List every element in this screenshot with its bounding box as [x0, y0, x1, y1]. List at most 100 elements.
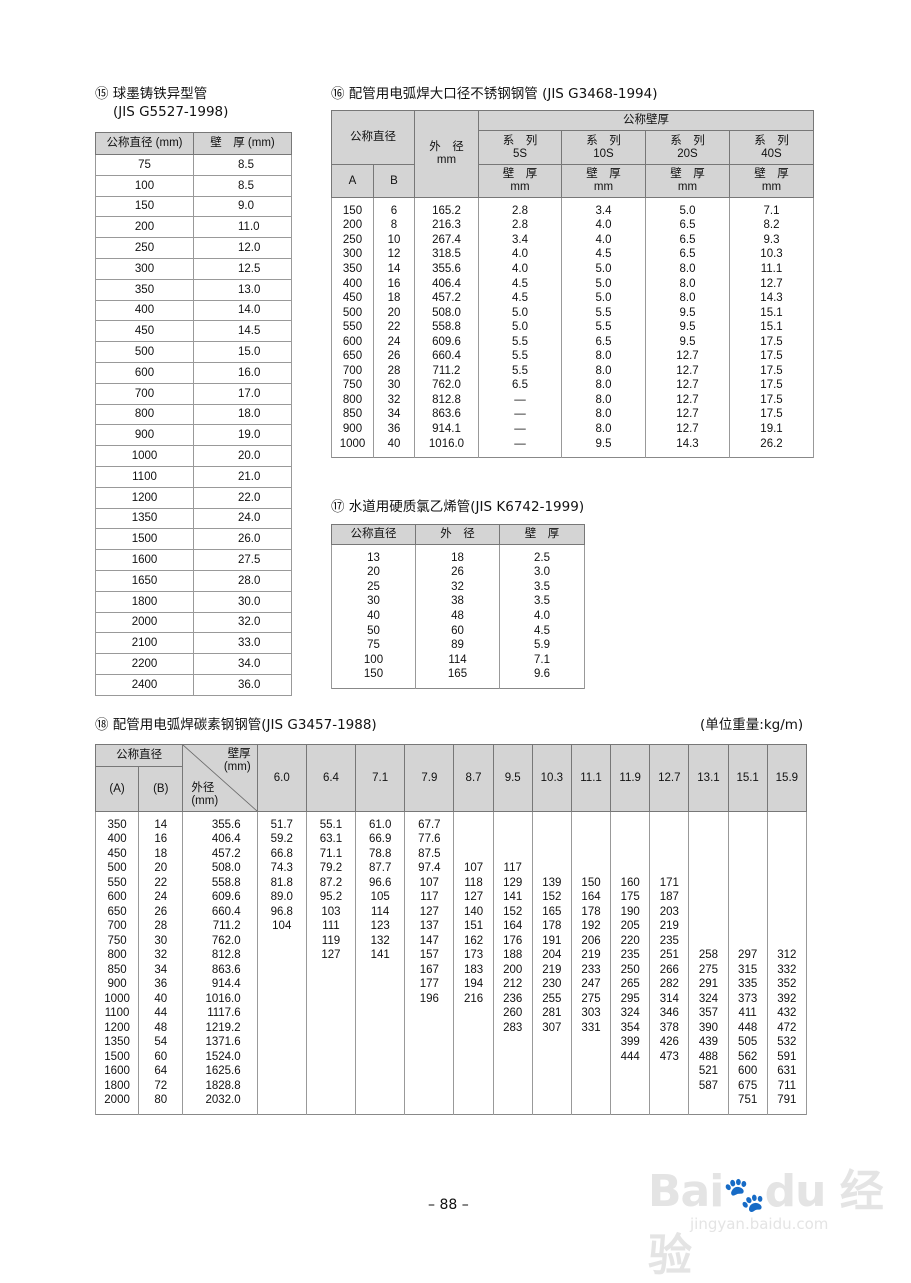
od-cell: 1371.6	[182, 1035, 258, 1050]
weight-cell	[766, 832, 808, 847]
10s-cell: 4.0	[561, 218, 646, 234]
od-cell: 609.6	[182, 890, 258, 905]
weight-cell: 204	[531, 948, 572, 963]
wall-cell: 24.0	[193, 507, 292, 530]
table-row: 1800 30.0	[95, 590, 292, 613]
a-cell: 1100	[94, 1006, 140, 1021]
wall-label: 壁 厚	[754, 168, 789, 180]
table-row: 850 34 863.6 167 183 200 219 233 250 266 275 315 332	[94, 963, 808, 978]
dia-cell: 20	[331, 565, 416, 581]
wall-cell: 28.0	[193, 569, 292, 592]
b-cell: 24	[373, 334, 415, 350]
dia-cell: 30	[331, 594, 416, 610]
40s-cell: 17.5	[729, 364, 814, 379]
od-cell: 267.4	[414, 233, 479, 248]
wall-unit: mm	[677, 181, 698, 193]
od-cell: 318.5	[414, 247, 479, 263]
weight-cell: 173	[453, 948, 494, 963]
series-name: 5S	[512, 147, 528, 160]
weight-cell	[256, 1093, 307, 1115]
5s-cell: 4.5	[478, 276, 562, 292]
10s-cell: 8.0	[561, 407, 646, 423]
nominal-dia-cell: 200	[95, 216, 194, 239]
20s-cell: 12.7	[645, 422, 730, 437]
od-cell: 762.0	[414, 378, 479, 394]
nominal-dia-cell: 500	[95, 341, 194, 363]
table-row: 1600 27.5	[95, 549, 292, 571]
20s-cell: 6.5	[645, 218, 730, 234]
table-row: 150 9.0	[95, 195, 292, 218]
weight-cell: 216	[453, 992, 494, 1007]
weight-cell: 275	[570, 992, 612, 1007]
table-row: 600 24 609.6 89.0 95.2 105 117 127 141 152 164 175 1…	[94, 890, 808, 905]
weight-cell	[256, 963, 307, 978]
od-cell: 114	[415, 652, 500, 668]
table-row: 450 18 457.2 4.5 5.0 8.0 14.3	[331, 291, 814, 306]
table-row: 1100 44 1117.6 260 281 303 324 346 357 411 432	[94, 1006, 808, 1021]
weight-cell: 119	[305, 934, 357, 949]
weight-cell	[766, 890, 808, 905]
weight-cell	[766, 905, 808, 920]
series-name: 20S	[677, 147, 698, 160]
weight-cell	[688, 905, 729, 920]
weight-cell	[492, 847, 533, 862]
od-cell: 89	[415, 638, 500, 653]
t18-header-a: (A)	[94, 766, 140, 812]
40s-cell: 8.2	[729, 218, 814, 234]
table-row: 300 12 318.5 4.0 4.5 6.5 10.3	[331, 247, 814, 263]
weight-cell: 123	[355, 919, 406, 934]
table-row: 20 26 3.0	[331, 565, 585, 581]
wall-unit: mm	[510, 181, 530, 193]
b-cell: 72	[138, 1079, 184, 1094]
wall-cell: 3.5	[499, 580, 585, 595]
weight-cell: 260	[492, 1006, 533, 1021]
weight-cell: 203	[649, 905, 690, 920]
weight-cell: 591	[766, 1050, 808, 1065]
dia-cell: 150	[331, 667, 416, 689]
t18-header-wall-thickness: 15.1	[727, 744, 768, 812]
od-cell: 1016.0	[414, 436, 479, 458]
a-cell: 1000	[331, 436, 374, 458]
weight-cell	[649, 1079, 690, 1094]
weight-cell: 87.2	[305, 876, 357, 891]
table-row: 800 32 812.8 127 141 157 173 188 204 219 235 251 258…	[94, 948, 808, 963]
t16-header-series: 系 列 10S	[561, 130, 646, 165]
10s-cell: 6.5	[561, 334, 646, 350]
t15-header-wall: 壁 厚 (mm)	[193, 132, 292, 155]
b-cell: 30	[138, 934, 184, 949]
10s-cell: 5.5	[561, 305, 646, 321]
10s-cell: 4.5	[561, 247, 646, 263]
weight-cell: 105	[355, 890, 406, 905]
t17-header-dia: 公称直径	[331, 524, 416, 545]
table-row: 700 17.0	[95, 382, 292, 405]
page-number: – 88 –	[428, 1197, 469, 1213]
weight-cell: 152	[492, 905, 533, 920]
od-cell: 18	[415, 544, 500, 566]
weight-cell	[727, 905, 768, 920]
table-row: 900 36 914.4 177 194 212 230 247 265 282 291 335 352	[94, 977, 808, 992]
weight-cell	[688, 861, 729, 876]
weight-cell: 95.2	[305, 890, 357, 905]
t15-header-dia: 公称直径 (mm)	[95, 132, 194, 155]
od-cell: 32	[415, 580, 500, 595]
weight-cell: 190	[610, 905, 651, 920]
table-row: 500 15.0	[95, 341, 292, 363]
od-cell: 165.2	[414, 197, 479, 219]
b-cell: 12	[373, 247, 415, 263]
weight-cell	[492, 1050, 533, 1065]
table-row: 650 26 660.4 5.5 8.0 12.7 17.5	[331, 349, 814, 365]
weight-cell	[688, 832, 729, 847]
weight-cell: 157	[404, 948, 455, 963]
wall-cell: 8.5	[193, 154, 292, 176]
od-cell: 406.4	[414, 276, 479, 292]
weight-cell: 297	[727, 948, 768, 963]
weight-cell	[305, 1050, 357, 1065]
b-cell: 36	[138, 977, 184, 992]
weight-cell	[492, 1093, 533, 1115]
a-cell: 350	[94, 811, 140, 833]
wall-cell: 7.1	[499, 652, 585, 668]
table-row: 1000 20.0	[95, 445, 292, 467]
weight-cell	[649, 1093, 690, 1115]
table-row: 100 114 7.1	[331, 652, 585, 668]
a-cell: 150	[331, 197, 374, 219]
